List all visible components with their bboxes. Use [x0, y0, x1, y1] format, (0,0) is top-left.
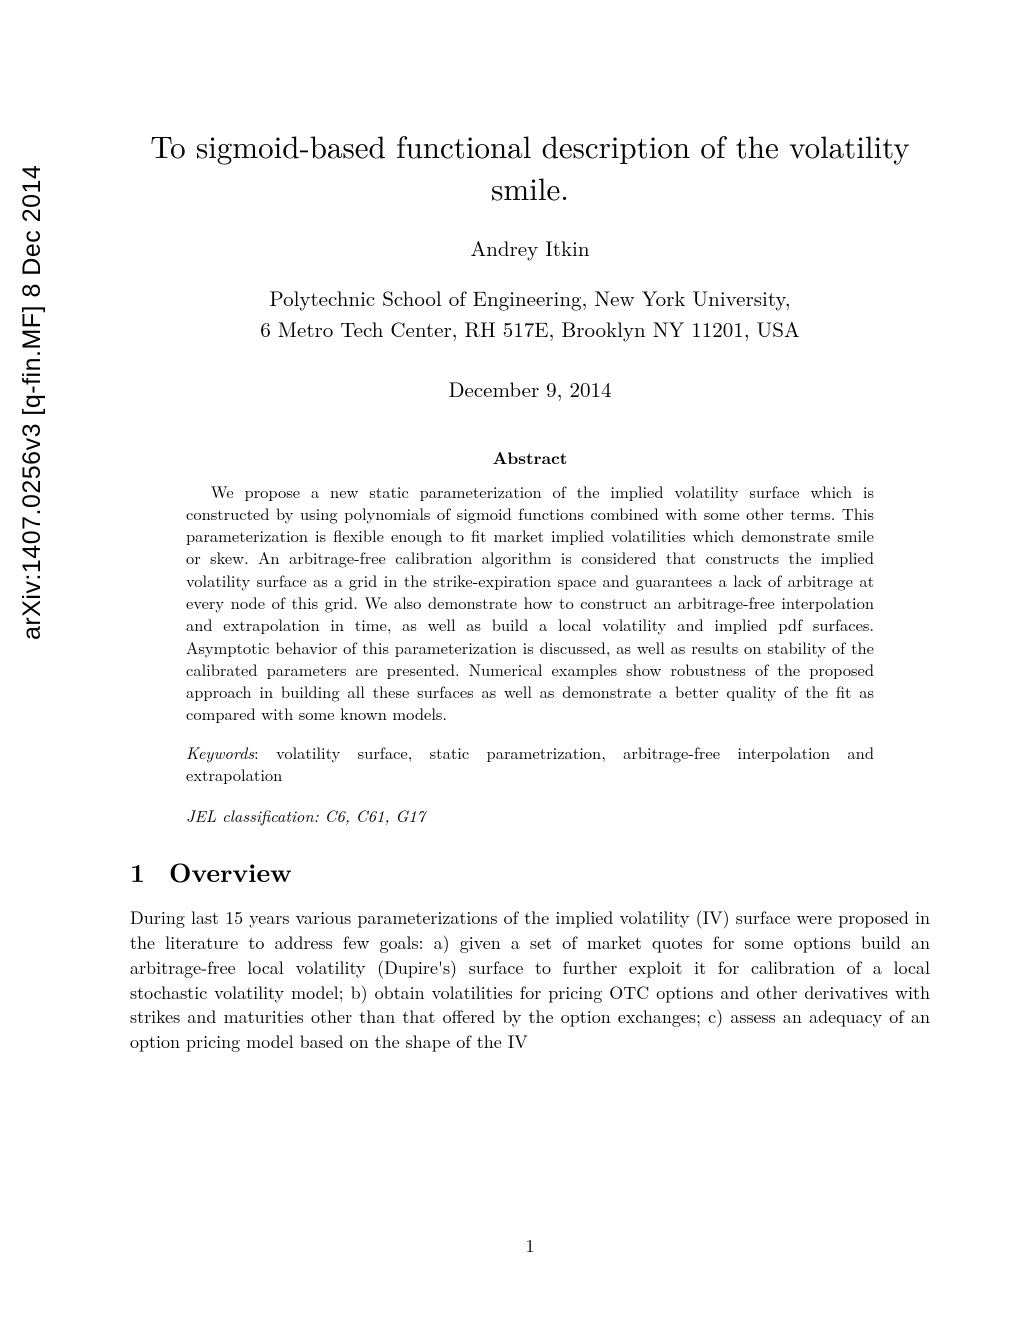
page-content: To sigmoid-based functional description …: [130, 0, 930, 1320]
body-paragraph: During last 15 years various parameteriz…: [130, 906, 930, 1055]
abstract-heading: Abstract: [130, 446, 930, 470]
section-title: Overview: [169, 853, 292, 890]
jel-classification: JEL classification: C6, C61, G17: [186, 803, 874, 827]
affiliation: Polytechnic School of Engineering, New Y…: [130, 283, 930, 346]
section-number: 1: [130, 853, 145, 890]
keywords: Keywords: volatility surface, static par…: [186, 741, 874, 786]
affiliation-line-1: Polytechnic School of Engineering, New Y…: [130, 283, 930, 315]
affiliation-line-2: 6 Metro Tech Center, RH 517E, Brooklyn N…: [130, 314, 930, 346]
arxiv-identifier: arXiv:1407.0256v3 [q-fin.MF] 8 Dec 2014: [18, 165, 47, 640]
date: December 9, 2014: [130, 374, 930, 404]
author-name: Andrey Itkin: [130, 233, 930, 263]
section-heading: 1 Overview: [130, 853, 930, 890]
paper-title: To sigmoid-based functional description …: [130, 125, 930, 209]
abstract-body: We propose a new static parameterization…: [186, 480, 874, 725]
page-number: 1: [130, 1233, 930, 1258]
keywords-label: Keywords: [186, 740, 254, 764]
keywords-text: : volatility surface, static parametriza…: [186, 740, 874, 786]
